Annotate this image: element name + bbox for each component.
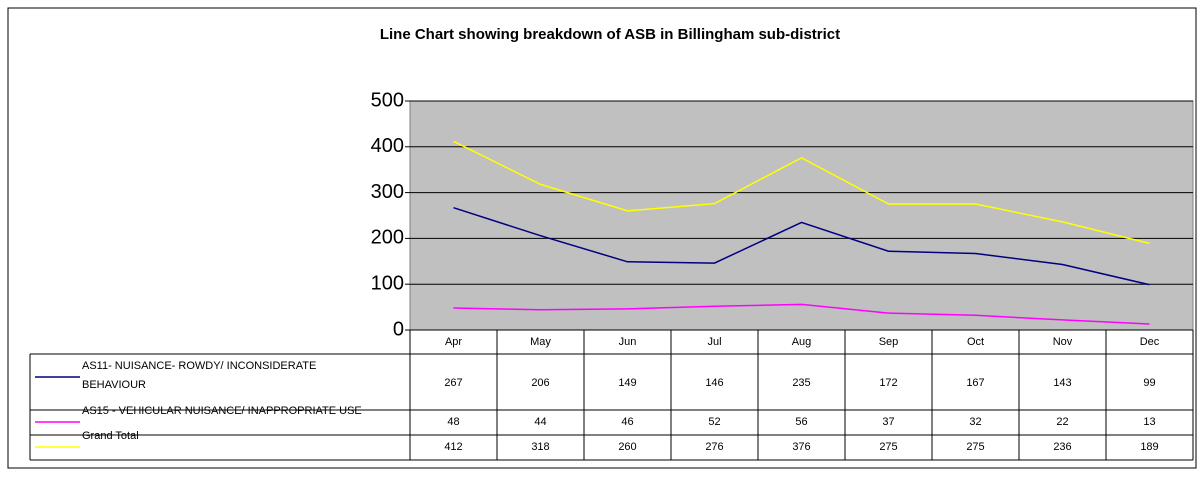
x-tick-label: May: [530, 336, 551, 348]
table-value: 167: [966, 377, 984, 389]
table-value: 235: [792, 377, 810, 389]
table-value: 13: [1143, 416, 1155, 428]
x-tick-label: Oct: [967, 336, 984, 348]
x-tick-label: Aug: [792, 336, 812, 348]
y-tick-label: 300: [371, 181, 404, 203]
series-line: [453, 206, 1150, 286]
table-value: 267: [444, 377, 462, 389]
table-value: 143: [1053, 377, 1071, 389]
table-value: 172: [879, 377, 897, 389]
table-value: 48: [447, 416, 459, 428]
table-value: 52: [708, 416, 720, 428]
series-line: [453, 140, 1150, 245]
table-value: 146: [705, 377, 723, 389]
x-tick-label: Dec: [1140, 336, 1160, 348]
x-tick-label: Sep: [879, 336, 899, 348]
table-value: 236: [1053, 441, 1071, 453]
table-value: 37: [882, 416, 894, 428]
plot-area: [409, 100, 1194, 331]
series-line: [453, 303, 1150, 325]
table-value: 46: [621, 416, 633, 428]
table-value: 22: [1056, 416, 1068, 428]
table-value: 149: [618, 377, 636, 389]
table-value: 376: [792, 441, 810, 453]
y-tick-label: 100: [371, 272, 404, 294]
table-value: 99: [1143, 377, 1155, 389]
table-value: 412: [444, 441, 462, 453]
table-value: 275: [966, 441, 984, 453]
table-value: 318: [531, 441, 549, 453]
y-tick-label: 500: [371, 89, 404, 111]
table-value: 206: [531, 377, 549, 389]
y-tick-label: 400: [371, 135, 404, 157]
x-tick-label: Nov: [1053, 336, 1073, 348]
x-tick-label: Jul: [707, 336, 721, 348]
table-value: 32: [969, 416, 981, 428]
chart-title: Line Chart showing breakdown of ASB in B…: [380, 26, 840, 43]
y-tick-label: 200: [371, 227, 404, 249]
table-value: 44: [534, 416, 546, 428]
legend-label: AS11- NUISANCE- ROWDY/ INCONSIDERATE BEH…: [82, 360, 317, 391]
x-tick-label: Apr: [445, 336, 462, 348]
y-tick-label: 0: [393, 318, 404, 340]
table-value: 260: [618, 441, 636, 453]
legend-label: Grand Total: [82, 430, 139, 442]
legend-label: AS15 - VEHICULAR NUISANCE/ INAPPROPRIATE…: [82, 405, 362, 417]
table-value: 276: [705, 441, 723, 453]
table-value: 275: [879, 441, 897, 453]
table-value: 189: [1140, 441, 1158, 453]
x-tick-label: Jun: [619, 336, 637, 348]
table-value: 56: [795, 416, 807, 428]
